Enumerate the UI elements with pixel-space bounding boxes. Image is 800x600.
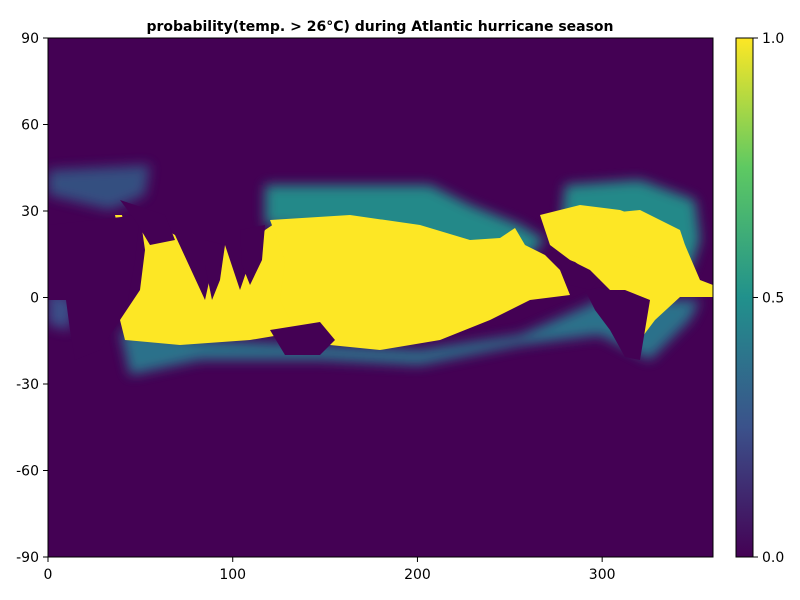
- y-tick-label: 60: [21, 118, 39, 134]
- land-central-america: [555, 255, 600, 290]
- land-southeast-asia: [240, 225, 265, 285]
- fringe-north-pacific: [265, 185, 545, 255]
- plot-area: [48, 38, 713, 557]
- y-tick-label: 30: [21, 204, 39, 220]
- chart-title: probability(temp. > 26°C) during Atlanti…: [146, 19, 613, 35]
- land-india: [205, 240, 225, 300]
- x-tick-label: 0: [44, 567, 53, 583]
- y-tick-label: 90: [21, 31, 39, 47]
- core-pacific: [270, 215, 570, 350]
- core-gulf: [590, 210, 690, 260]
- colorbar-gradient: [735, 37, 754, 558]
- colorbar-tick-label: 0.0: [762, 550, 784, 566]
- land-mask: [48, 200, 650, 360]
- land-south-america: [585, 290, 650, 360]
- x-tick-label: 100: [219, 567, 246, 583]
- x-tick-label: 300: [589, 567, 616, 583]
- fringe-mediterranean: [48, 165, 150, 210]
- land-arabia: [120, 200, 175, 245]
- colorbar-tick-label: 1.0: [762, 31, 784, 47]
- colorbar: 0.0 0.5 1.0: [735, 31, 784, 566]
- colorbar-ticks: 0.0 0.5 1.0: [753, 31, 784, 566]
- y-tick-label: -60: [16, 464, 39, 480]
- y-tick-label: -90: [16, 550, 39, 566]
- x-axis: 0 100 200 300: [44, 557, 616, 583]
- land-africa-horn: [48, 215, 140, 360]
- x-tick-label: 200: [404, 567, 431, 583]
- y-tick-label: -30: [16, 377, 39, 393]
- fringe-south-band: [120, 300, 700, 375]
- y-tick-label: 0: [30, 291, 39, 307]
- colorbar-tick-label: 0.5: [762, 291, 784, 307]
- y-axis: -90 -60 -30 0 30 60 90: [16, 31, 48, 566]
- land-australia: [270, 322, 335, 355]
